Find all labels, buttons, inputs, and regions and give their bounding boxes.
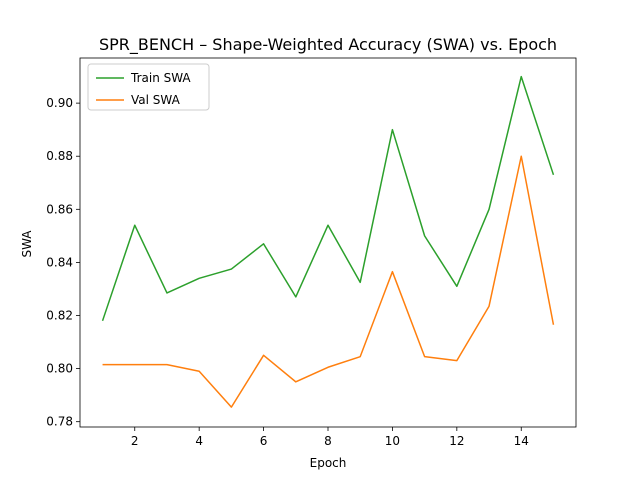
y-tick-label: 0.82 [46,309,73,323]
y-tick-label: 0.78 [46,415,73,429]
series-line-val-swa [102,155,555,408]
legend-label: Val SWA [131,93,181,107]
y-tick-label: 0.86 [46,202,73,216]
x-tick-label: 12 [449,434,464,448]
y-tick-label: 0.84 [46,255,73,269]
y-tick-label: 0.88 [46,149,73,163]
x-tick-label: 10 [385,434,400,448]
y-tick-label: 0.90 [46,96,73,110]
y-axis-label: SWA [20,230,34,258]
x-tick-label: 14 [514,434,529,448]
x-tick-label: 2 [131,434,139,448]
x-tick-label: 8 [324,434,332,448]
x-tick-label: 6 [260,434,268,448]
legend-label: Train SWA [130,71,191,85]
x-axis-label: Epoch [310,456,347,470]
plot-area: 2 4 6 8 10 12 14 0.78 0.80 0.82 0.84 0.86 0.88 0.90 [46,57,577,448]
legend-box [87,63,210,111]
series-line-train-swa [101,75,555,322]
x-tick-label: 4 [195,434,203,448]
legend: Train SWA Val SWA [87,63,210,111]
chart-title: SPR_BENCH – Shape-Weighted Accuracy (SWA… [99,35,557,55]
y-tick-label: 0.80 [46,362,73,376]
